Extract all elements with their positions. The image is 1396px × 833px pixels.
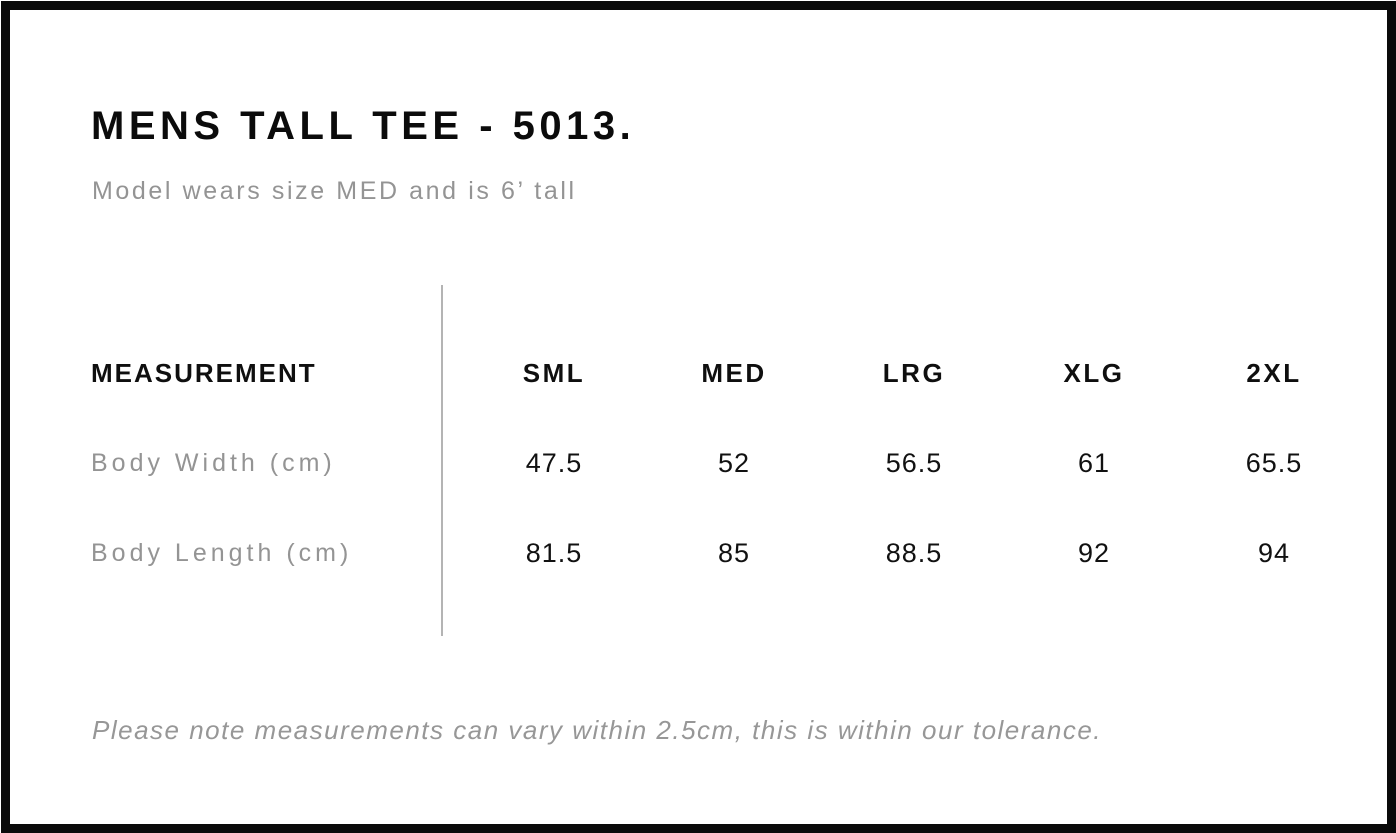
body-length-med-value: 85 (717, 537, 751, 568)
table-row-body-length: Body Length (cm) 81.5 85 88.5 92 94 (91, 528, 1364, 578)
row-label-body-length: Body Length (cm) (91, 538, 353, 567)
tolerance-note: Please note measurements can vary within… (92, 714, 1103, 745)
size-header-2xl: 2XL (1246, 357, 1302, 388)
body-length-sml-value: 81.5 (525, 537, 583, 568)
body-width-2xl-value: 65.5 (1245, 447, 1303, 478)
measurement-column-header: MEASUREMENT (91, 357, 317, 388)
body-length-lrg-value: 88.5 (885, 537, 943, 568)
body-length-xlg-value: 92 (1077, 537, 1111, 568)
row-label-body-width: Body Width (cm) (91, 448, 336, 477)
table-row-body-width: Body Width (cm) 47.5 52 56.5 61 65.5 (91, 438, 1364, 488)
product-title: MENS TALL TEE - 5013. (91, 104, 636, 148)
body-length-2xl-value: 94 (1257, 537, 1291, 568)
size-header-med: MED (701, 357, 767, 388)
size-header-lrg: LRG (882, 357, 946, 388)
table-vertical-divider (441, 285, 443, 636)
size-table-header-row: MEASUREMENT SML MED LRG XLG 2XL (91, 348, 1364, 398)
body-width-med-value: 52 (717, 447, 751, 478)
body-width-xlg-value: 61 (1077, 447, 1111, 478)
size-header-xlg: XLG (1063, 357, 1125, 388)
model-size-note: Model wears size MED and is 6’ tall (92, 177, 577, 205)
body-width-sml-value: 47.5 (525, 447, 583, 478)
body-width-lrg-value: 56.5 (885, 447, 943, 478)
size-header-sml: SML (522, 357, 586, 388)
